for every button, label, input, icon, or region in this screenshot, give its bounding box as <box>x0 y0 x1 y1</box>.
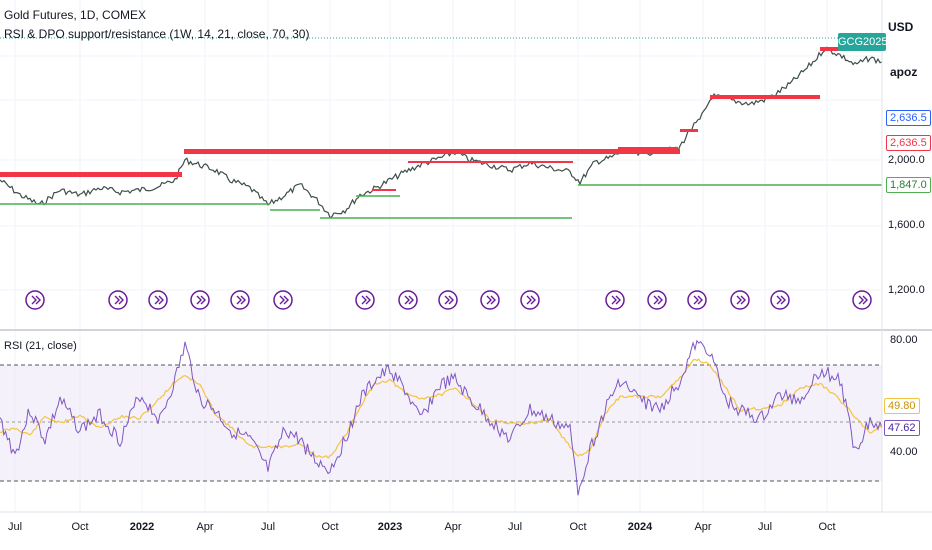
event-arrow-icon <box>693 295 703 305</box>
dividend-event-icon[interactable] <box>355 290 375 310</box>
dividend-event-icon[interactable] <box>230 290 250 310</box>
dividend-event-icon[interactable] <box>520 290 540 310</box>
rsi-ma-series <box>0 358 883 459</box>
time-axis-label: Jul <box>7 521 23 533</box>
event-arrow-icon <box>404 295 414 305</box>
resistance-line <box>710 95 820 99</box>
price-tag-green: 1,847.0 <box>886 177 931 193</box>
dividend-event-icon[interactable] <box>647 290 667 310</box>
resistance-line <box>372 189 396 191</box>
price-axis-label: 1,600.0 <box>888 219 925 231</box>
resistance-line <box>680 129 698 132</box>
rsi-value-tag: 47.62 <box>884 420 920 436</box>
rsi-title[interactable]: RSI (21, close) <box>4 340 77 352</box>
event-arrow-icon <box>858 295 868 305</box>
dividend-event-icon[interactable] <box>148 290 168 310</box>
dividend-event-icon[interactable] <box>273 290 293 310</box>
time-axis-label: Jul <box>260 521 276 533</box>
dividend-event-icon[interactable] <box>438 290 458 310</box>
event-arrow-icon <box>361 295 371 305</box>
time-axis-label: Apr <box>196 521 214 533</box>
event-arrow-icon <box>444 295 454 305</box>
dividend-event-icon[interactable] <box>190 290 210 310</box>
rsi-series <box>0 339 883 496</box>
rsi-axis-label: 40.00 <box>890 446 918 458</box>
dividend-event-icon[interactable] <box>687 290 707 310</box>
price-tag-blue: 2,636.5 <box>886 110 931 126</box>
event-arrow-icon <box>486 295 496 305</box>
event-arrow-icon <box>653 295 663 305</box>
event-arrow-icon <box>736 295 746 305</box>
dividend-event-icon[interactable] <box>605 290 625 310</box>
symbol-title[interactable]: Gold Futures, 1D, COMEX <box>4 8 147 22</box>
rsi-axis-label: 80.00 <box>890 334 918 346</box>
time-axis-label: 2023 <box>377 521 403 533</box>
time-axis-label: 2022 <box>129 521 155 533</box>
dividend-event-icon[interactable] <box>480 290 500 310</box>
price-axis-label: 1,200.0 <box>888 284 925 296</box>
event-arrow-icon <box>114 295 124 305</box>
dividend-event-icon[interactable] <box>770 290 790 310</box>
time-axis-label: Oct <box>321 521 339 533</box>
user-tag[interactable]: apoz <box>890 65 918 79</box>
indicator-title[interactable]: RSI & DPO support/resistance (1W, 14, 21… <box>4 27 310 41</box>
rsi-ma-tag: 49.80 <box>884 398 920 414</box>
time-axis-label: Oct <box>569 521 587 533</box>
event-arrow-icon <box>196 295 206 305</box>
time-axis-label: Oct <box>71 521 89 533</box>
event-arrow-icon <box>31 295 41 305</box>
dividend-event-icon[interactable] <box>108 290 128 310</box>
event-arrow-icon <box>776 295 786 305</box>
price-series <box>0 46 883 219</box>
dividend-event-icon[interactable] <box>398 290 418 310</box>
resistance-line <box>408 161 573 163</box>
event-arrow-icon <box>154 295 164 305</box>
time-axis-label: Jul <box>757 521 773 533</box>
currency-label[interactable]: USD <box>888 20 914 34</box>
event-icons[interactable] <box>25 290 872 310</box>
event-arrow-icon <box>611 295 621 305</box>
dividend-event-icon[interactable] <box>730 290 750 310</box>
resistance-line <box>184 149 680 154</box>
event-arrow-icon <box>236 295 246 305</box>
event-arrow-icon <box>279 295 289 305</box>
sr-lines <box>0 47 882 219</box>
time-axis-label: Apr <box>694 521 712 533</box>
event-arrow-icon <box>526 295 536 305</box>
dividend-event-icon[interactable] <box>852 290 872 310</box>
price-axis-label: 2,000.0 <box>888 154 925 166</box>
time-axis-label: Jul <box>507 521 523 533</box>
time-axis-label: Oct <box>818 521 836 533</box>
time-axis-label: Apr <box>444 521 462 533</box>
price-tag-red: 2,636.5 <box>886 135 931 151</box>
time-axis-label: 2024 <box>627 521 653 533</box>
symbol-badge: GCG2025 <box>838 33 888 51</box>
dividend-event-icon[interactable] <box>25 290 45 310</box>
resistance-line <box>618 147 678 149</box>
resistance-line <box>0 172 182 177</box>
resistance-line <box>820 47 840 51</box>
